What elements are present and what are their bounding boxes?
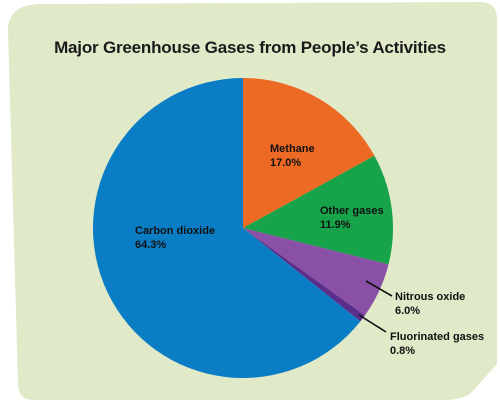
slice-nitrous-oxide bbox=[243, 228, 389, 316]
slice-value-other-gases: 11.9% bbox=[320, 219, 351, 231]
slice-label-other-gases: Other gases bbox=[320, 205, 384, 217]
slice-fluorinated-gases bbox=[243, 228, 365, 322]
leader-line-nitrous-oxide bbox=[365, 280, 393, 297]
slice-value-methane: 17.0% bbox=[270, 157, 301, 169]
slice-value-fluorinated-gases: 0.8% bbox=[390, 345, 415, 357]
chart-title: Major Greenhouse Gases from People’s Act… bbox=[54, 38, 446, 57]
slice-carbon-dioxide bbox=[93, 78, 361, 378]
slice-methane bbox=[243, 78, 375, 228]
pie-slices bbox=[93, 78, 394, 378]
leader-line-fluorinated-gases bbox=[358, 314, 387, 333]
slice-label-carbon-dioxide: Carbon dioxide bbox=[135, 225, 215, 237]
slice-other-gases bbox=[243, 155, 394, 265]
pie-labels: Methane 17.0% Other gases 11.9% Nitrous oxid… bbox=[135, 143, 484, 357]
slice-label-methane: Methane bbox=[270, 143, 315, 155]
slice-label-nitrous-oxide: Nitrous oxide bbox=[395, 291, 465, 303]
slice-value-carbon-dioxide: 64.3% bbox=[135, 239, 166, 251]
slice-label-fluorinated-gases: Fluorinated gases bbox=[390, 331, 484, 343]
slice-value-nitrous-oxide: 6.0% bbox=[395, 305, 420, 317]
